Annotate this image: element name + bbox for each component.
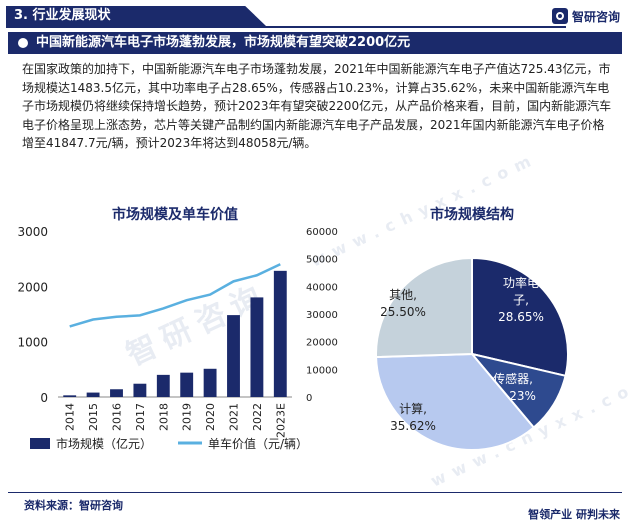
bar: [156, 374, 170, 397]
series-line: [69, 263, 281, 328]
bar-line-chart: 市场规模及单车价值0100020003000010000200003000040…: [17, 206, 338, 451]
slice-label-line: 子,: [513, 293, 529, 307]
slice-label-line: 其他,: [389, 288, 417, 302]
y-left-tick-label: 1000: [17, 336, 48, 350]
bar: [203, 368, 217, 397]
legend-label-bar: 市场规模（亿元）: [56, 436, 152, 451]
bar: [250, 297, 264, 397]
pie-slice: [375, 256, 473, 359]
top-bar: 3. 行业发展现状 智研咨询: [0, 0, 630, 30]
y-right-tick-label: 50000: [306, 255, 338, 266]
slice-label-line: 传感器,: [493, 371, 533, 386]
y-left-tick-label: 2000: [17, 280, 48, 294]
y-left-tick-label: 3000: [17, 225, 48, 239]
bar: [110, 389, 123, 397]
bar: [63, 395, 77, 397]
pie-slice: [375, 352, 536, 451]
x-tick-label: 2016: [111, 403, 124, 431]
slice-label-line: 计算,: [399, 401, 427, 416]
brand-logo: 智研咨询: [551, 6, 620, 26]
x-tick-label: 2023E: [274, 403, 287, 438]
section-title: 3. 行业发展现状: [6, 6, 266, 26]
y-right-tick-label: 40000: [306, 282, 338, 293]
slice-label-line: 25.50%: [380, 305, 426, 319]
chart-title: 市场规模及单车价值: [112, 206, 238, 223]
y-right-tick-label: 10000: [306, 365, 338, 376]
legend-label-line: 单车价值（元/辆）: [208, 436, 308, 451]
x-tick-label: 2014: [64, 403, 77, 431]
brand-logo-icon: [551, 8, 568, 24]
top-divider: [6, 26, 566, 28]
headline-text: 中国新能源汽车电子市场蓬勃发展，市场规模有望突破2200亿元: [36, 35, 411, 50]
x-tick-label: 2015: [87, 403, 100, 431]
x-tick-label: 2020: [204, 403, 217, 431]
bar: [180, 372, 194, 397]
slice-label-line: 35.62%: [390, 419, 436, 433]
bar: [227, 315, 240, 397]
y-right-tick-label: 20000: [306, 338, 338, 349]
headline-banner: 中国新能源汽车电子市场蓬勃发展，市场规模有望突破2200亿元: [8, 32, 622, 54]
brand-name: 智研咨询: [571, 9, 620, 24]
bullet-icon: [18, 38, 28, 48]
y-left-tick-label: 0: [40, 391, 48, 405]
slice-label-line: 28.65%: [498, 310, 544, 324]
y-right-tick-label: 60000: [306, 227, 338, 238]
x-tick-label: 2022: [251, 403, 264, 431]
bar: [86, 392, 100, 397]
y-right-tick-label: 0: [306, 393, 312, 404]
x-tick-label: 2021: [228, 403, 241, 431]
source-note: 资料来源：智研咨询: [24, 499, 123, 512]
slice-label-line: 功率电: [503, 275, 539, 290]
y-right-tick-label: 30000: [306, 310, 338, 321]
chart-title: 市场规模结构: [430, 206, 514, 223]
slice-label: 功率电子, 28.65%: [498, 275, 544, 324]
slogan: 智领产业 研判未来: [528, 508, 620, 521]
body-paragraph: 在国家政策的加持下，中国新能源汽车电子市场蓬勃发展，2021年中国新能源汽车电子…: [22, 62, 612, 150]
bar: [133, 383, 147, 397]
bottom-divider: [8, 492, 622, 493]
x-tick-label: 2018: [157, 403, 170, 431]
slice-label: 其他, 25.50%: [380, 288, 426, 319]
legend-swatch-bar: [30, 438, 50, 449]
x-tick-label: 2019: [181, 403, 194, 431]
bar: [273, 270, 287, 397]
x-tick-label: 2017: [134, 403, 147, 431]
slice-label: 计算, 35.62%: [390, 401, 436, 433]
pie-slice: [471, 256, 569, 378]
